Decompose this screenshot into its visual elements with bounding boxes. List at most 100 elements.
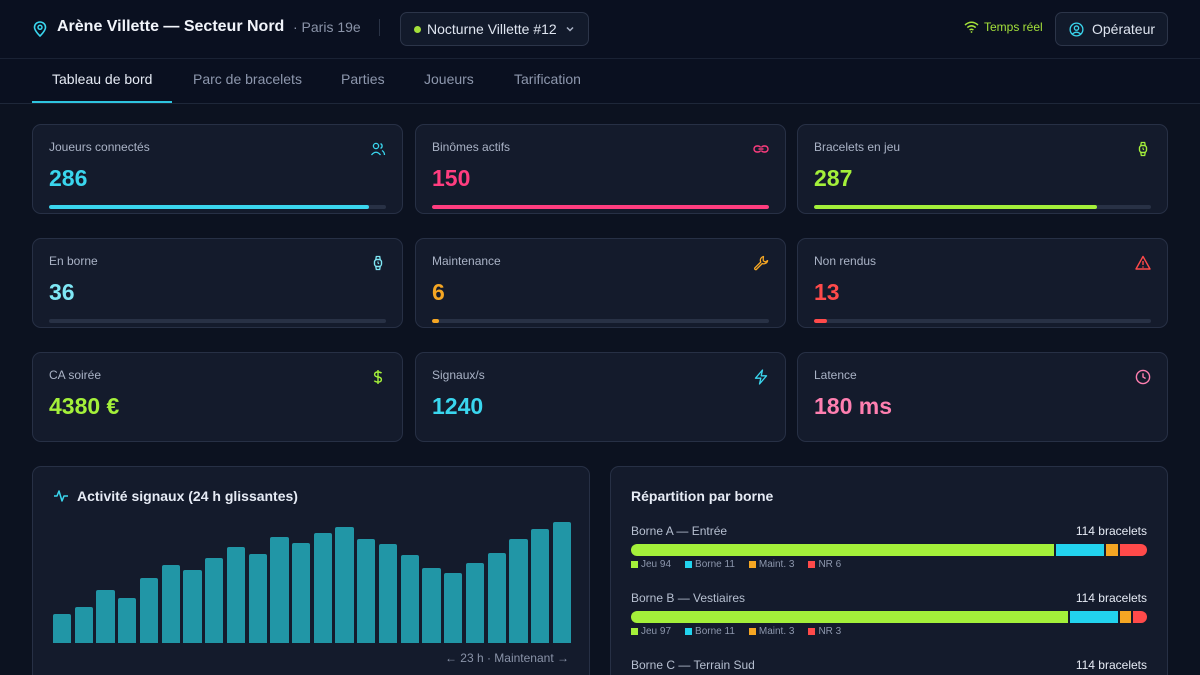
tab-dashboard[interactable]: Tableau de bord [52, 71, 153, 87]
active-tab-indicator [32, 101, 172, 103]
kpi-progress-fill [814, 319, 828, 323]
activity-bar [248, 553, 267, 643]
kpi-progress-bar [432, 205, 769, 209]
kpi-value: 287 [814, 165, 853, 191]
borne-legend: Jeu 94 Borne 11 Maint. 3 NR 6 [631, 559, 855, 570]
venue-city: · Paris 19e [293, 19, 361, 35]
borne-total: 114 bracelets [1075, 658, 1147, 672]
session-selector[interactable]: Nocturne Villette #12 [400, 12, 589, 46]
kpi-progress-fill [432, 205, 769, 209]
bolt-icon [754, 369, 768, 385]
kpi-label: Latence [814, 368, 857, 382]
legend-item-borne: Borne 11 [685, 559, 735, 570]
activity-bar [74, 607, 93, 643]
kpi-progress-fill [432, 319, 439, 323]
activity-bar [400, 554, 419, 643]
activity-bar [378, 544, 398, 643]
activity-bar [96, 590, 115, 643]
kpi-label: CA soirée [49, 368, 102, 382]
kpi-progress-bar [49, 319, 386, 323]
kpi-progress-bar [432, 319, 769, 323]
session-status-dot [414, 25, 421, 33]
legend-item-jeu: Jeu 97 [631, 626, 671, 637]
kpi-label: Bracelets en jeu [814, 140, 901, 154]
distribution-title: Répartition par borne [631, 488, 774, 504]
kpi-card-latency: Latence 180 ms [797, 352, 1168, 442]
activity-bar [53, 613, 72, 643]
kpi-label: Maintenance [432, 254, 501, 268]
kpi-value: 150 [432, 165, 471, 191]
watch-icon [373, 255, 383, 271]
kpi-card-bracelets-playing: Bracelets en jeu 287 [797, 124, 1168, 214]
kpi-progress-bar [814, 205, 1151, 209]
activity-bar [357, 539, 376, 643]
stack-segment-jeu [631, 611, 1071, 623]
kpi-card-not-returned: Non rendus 13 [797, 238, 1168, 328]
stack-segment-jeu [631, 544, 1057, 556]
kpi-card-revenue: CA soirée 4380 € [32, 352, 403, 442]
alert-triangle-icon [1135, 255, 1151, 270]
tab-players[interactable]: Joueurs [424, 71, 474, 87]
kpi-card-pairs: Binômes actifs 150 [415, 124, 786, 214]
kpi-progress-bar [49, 205, 386, 209]
legend-item-borne: Borne 11 [685, 626, 735, 637]
activity-bar [118, 598, 137, 643]
borne-total: 114 bracelets [1075, 591, 1147, 605]
activity-bar [509, 539, 528, 643]
kpi-progress-bar [814, 319, 1151, 323]
activity-bar [487, 552, 506, 643]
borne-name: Borne B — Vestiaires [631, 591, 746, 605]
legend-item-maint: Maint. 3 [748, 626, 794, 637]
stack-segment-maint [1119, 611, 1134, 623]
tab-pricing[interactable]: Tarification [514, 71, 581, 87]
borne-legend: Jeu 97 Borne 11 Maint. 3 NR 3 [631, 626, 855, 637]
borne-name: Borne A — Entrée [631, 524, 728, 538]
clock-icon [1135, 369, 1151, 385]
activity-bar [270, 537, 289, 643]
kpi-value: 4380 € [49, 393, 120, 419]
activity-bar [552, 522, 571, 643]
activity-panel: Activité signaux (24 h glissantes) ← 23 … [32, 466, 590, 675]
operator-button[interactable]: Opérateur [1055, 12, 1168, 46]
activity-bar [444, 572, 463, 643]
stack-segment-borne [1056, 544, 1107, 556]
kpi-card-in-station: En borne 36 [32, 238, 403, 328]
realtime-label: Temps réel [984, 20, 1043, 34]
kpi-label: Binômes actifs [432, 140, 511, 154]
borne-stacked-bar [631, 611, 1147, 623]
user-circle-icon [1069, 21, 1084, 37]
kpi-value: 286 [49, 165, 88, 191]
realtime-indicator: Temps réel [964, 20, 1043, 34]
legend-item-maint: Maint. 3 [748, 559, 794, 570]
kpi-card-players: Joueurs connectés 286 [32, 124, 403, 214]
activity-bar [313, 533, 332, 643]
legend-item-jeu: Jeu 94 [631, 559, 671, 570]
activity-bar [226, 547, 246, 643]
kpi-value: 36 [49, 279, 75, 305]
tab-bracelets[interactable]: Parc de bracelets [193, 71, 302, 87]
watch-icon [1138, 141, 1148, 157]
activity-bar [335, 527, 354, 643]
activity-bar [465, 562, 485, 643]
activity-bar [292, 543, 311, 643]
tab-games[interactable]: Parties [341, 71, 385, 87]
borne-stacked-bar [631, 544, 1147, 556]
session-label: Nocturne Villette #12 [427, 21, 557, 37]
kpi-label: Joueurs connectés [49, 140, 150, 154]
kpi-progress-fill [49, 205, 370, 209]
kpi-card-signals: Signaux/s 1240 [415, 352, 786, 442]
activity-bar [422, 567, 441, 643]
main-tabs: Tableau de bord Parc de bracelets Partie… [0, 58, 1200, 104]
wrench-icon [754, 255, 769, 271]
link-icon [753, 145, 769, 153]
venue-title: Arène Villette — Secteur Nord [57, 18, 285, 35]
kpi-value: 13 [814, 279, 840, 305]
kpi-label: Non rendus [814, 254, 877, 268]
stack-segment-nr [1133, 611, 1147, 623]
activity-title: Activité signaux (24 h glissantes) [77, 488, 298, 504]
activity-bar [161, 564, 180, 643]
activity-bar [139, 577, 159, 643]
chevron-down-icon [566, 26, 574, 32]
kpi-label: En borne [49, 254, 98, 268]
distribution-panel: Répartition par borne Borne A — Entrée 1… [610, 466, 1168, 675]
